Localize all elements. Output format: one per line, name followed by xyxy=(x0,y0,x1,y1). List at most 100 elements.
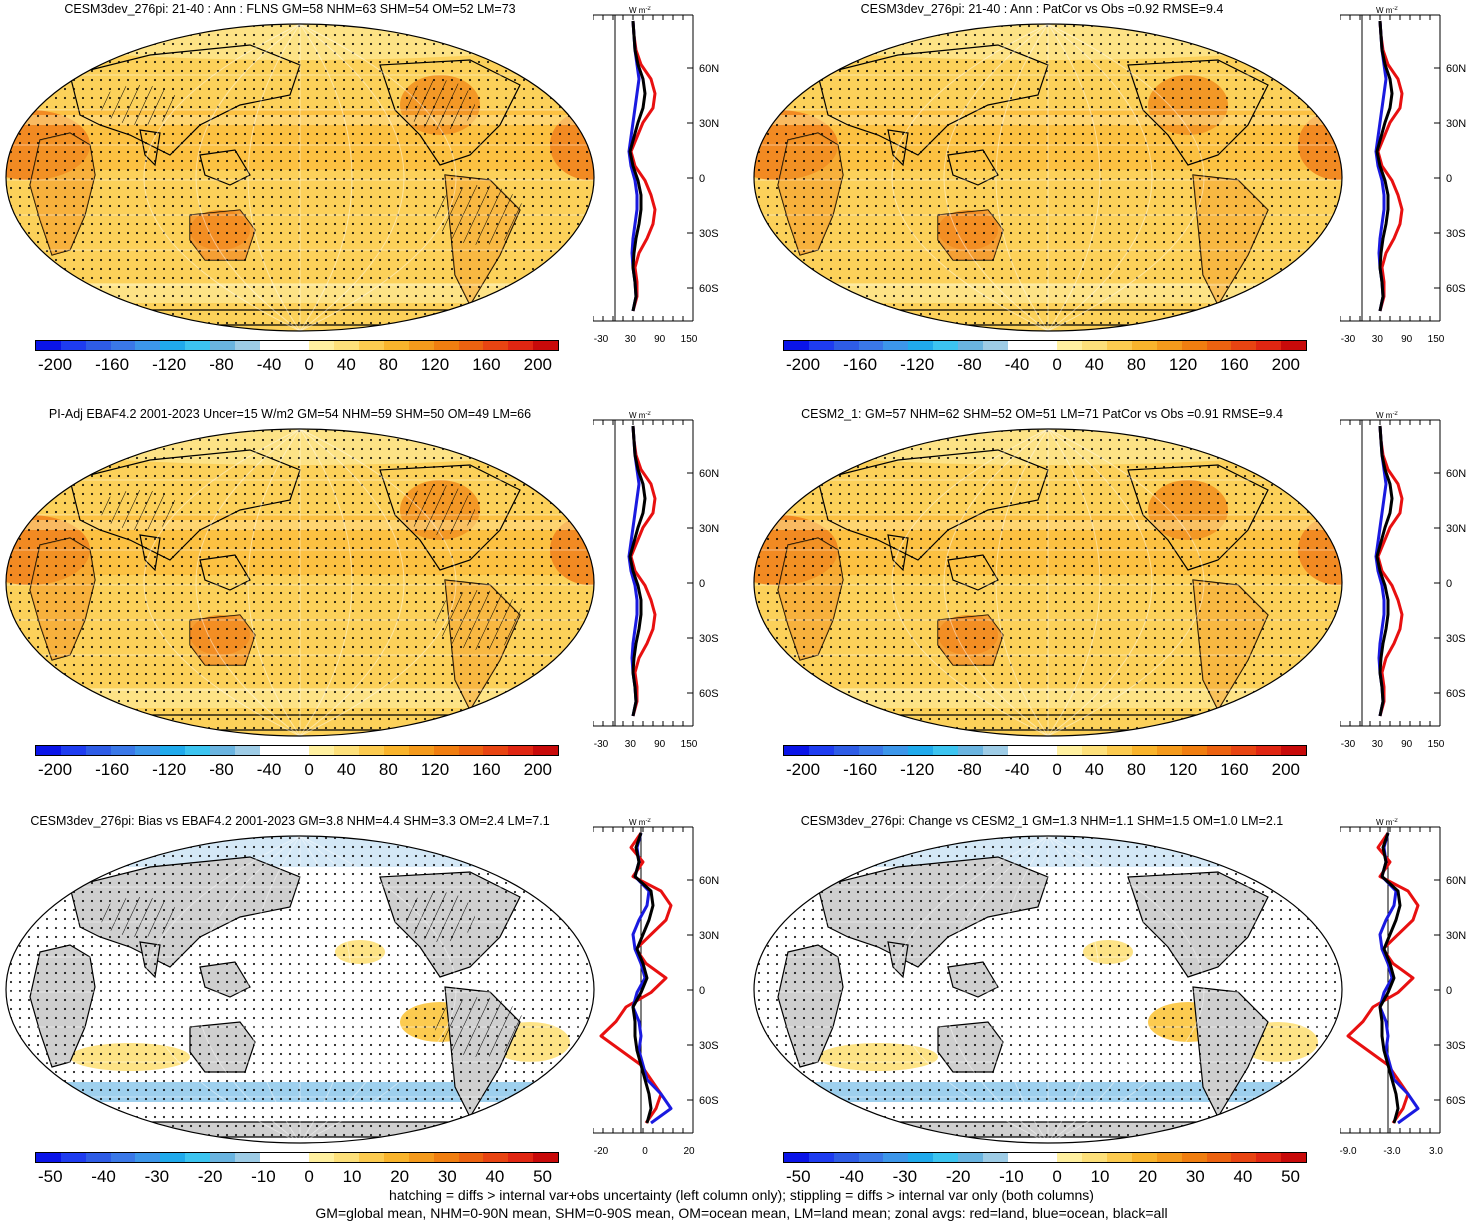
zonal-lat-label: 60S xyxy=(1446,283,1466,295)
zonal-lat-label: 30S xyxy=(1446,228,1466,240)
colorbar-label: -80 xyxy=(209,760,234,779)
colorbar-swatch xyxy=(958,1153,983,1162)
colorbar-swatch xyxy=(1206,746,1232,755)
zonal-tick-label: -9.0 xyxy=(1340,1146,1357,1157)
colorbar-label: 0 xyxy=(304,355,314,374)
colorbar-swatch xyxy=(384,341,409,350)
colorbar-swatch xyxy=(883,1153,909,1162)
colorbar-swatch xyxy=(1281,341,1307,350)
zonal-lat-label: 30S xyxy=(1446,633,1466,645)
zonal-lat-label: 30N xyxy=(1446,118,1466,130)
colorbar-label: 40 xyxy=(336,355,356,374)
colorbar-swatch xyxy=(1206,1153,1232,1162)
colorbar-label: 120 xyxy=(420,760,450,779)
colorbar-swatch xyxy=(1082,1153,1108,1162)
colorbar-swatch xyxy=(135,746,161,755)
colorbar-swatch xyxy=(483,1153,509,1162)
colorbar-label: 50 xyxy=(1281,1167,1300,1186)
colorbar-label: 120 xyxy=(1168,355,1198,374)
zonal-lat-label: 60N xyxy=(699,468,719,480)
zonal-tick-label: -30 xyxy=(1341,334,1356,345)
colorbar-swatch xyxy=(1156,746,1182,755)
colorbar-label: -30 xyxy=(892,1167,918,1186)
colorbar-label: 10 xyxy=(1090,1167,1110,1186)
colorbar-label: 200 xyxy=(523,355,552,374)
colorbar-swatch xyxy=(234,341,260,350)
zonal-lat-label: 60S xyxy=(1446,688,1466,700)
footer-hatching-note: hatching = diffs > internal var+obs unce… xyxy=(389,1187,1094,1203)
colorbar-swatch xyxy=(160,746,186,755)
colorbar-swatch xyxy=(60,1153,86,1162)
colorbar xyxy=(35,340,559,351)
colorbar xyxy=(783,340,1307,351)
colorbar-label: 200 xyxy=(1271,355,1300,374)
colorbar-swatch xyxy=(135,1153,161,1162)
colorbar-label: -80 xyxy=(957,760,982,779)
zonal-tick-label: 0 xyxy=(642,1146,648,1157)
colorbar-swatch xyxy=(60,746,86,755)
colorbar-swatch xyxy=(234,746,260,755)
colorbar-swatch xyxy=(1007,341,1033,350)
colorbar-label: 80 xyxy=(1126,760,1146,779)
zonal-lat-label: 30N xyxy=(1446,523,1466,535)
zonal-average-plot: 60N 30N 0 30S 60S W m-2 -9.0 -3.0 3.0 xyxy=(1340,818,1466,1157)
colorbar-swatch xyxy=(908,746,934,755)
zonal-average-plot: 60N 30N 0 30S 60S W m-2 -30 30 90 150 xyxy=(593,411,719,750)
colorbar-label: -40 xyxy=(1004,355,1030,374)
colorbar-label: 20 xyxy=(390,1167,410,1186)
colorbar-swatch xyxy=(309,746,335,755)
colorbar-swatch xyxy=(933,746,959,755)
robinson-map xyxy=(5,428,595,737)
colorbar-swatch xyxy=(958,341,983,350)
colorbar-label: 0 xyxy=(304,1167,314,1186)
colorbar-swatch xyxy=(1256,1153,1282,1162)
colorbar-label: -20 xyxy=(197,1167,223,1186)
panel-title: CESM3dev_276pi: Bias vs EBAF4.2 2001-202… xyxy=(30,814,550,828)
zonal-average-plot: 60N 30N 0 30S 60S W m-2 -30 30 90 150 xyxy=(593,6,719,345)
colorbar-swatch xyxy=(1231,1153,1257,1162)
zonal-lat-label: 0 xyxy=(699,578,705,590)
colorbar-swatch xyxy=(808,746,834,755)
colorbar-label: 160 xyxy=(1220,355,1249,374)
colorbar-label: -10 xyxy=(999,1167,1024,1186)
colorbar-swatch xyxy=(483,746,509,755)
colorbar-swatch xyxy=(384,1153,409,1162)
colorbar-label: 30 xyxy=(1185,1167,1205,1186)
colorbar-swatch xyxy=(210,1153,235,1162)
colorbar-labels: -50 -40 -30 -20 -10 0 10 20 30 40 50 xyxy=(38,1167,552,1187)
colorbar-label: -50 xyxy=(38,1167,63,1186)
colorbar-swatch xyxy=(808,341,834,350)
colorbar-label: 80 xyxy=(1126,355,1146,374)
colorbar-swatch xyxy=(508,746,534,755)
colorbar-swatch xyxy=(1107,746,1133,755)
colorbar-swatch xyxy=(784,1153,809,1162)
colorbar-swatch xyxy=(933,341,959,350)
colorbar-swatch xyxy=(1231,746,1257,755)
zonal-average-plot: 60N 30N 0 30S 60S W m-2 -30 30 90 150 xyxy=(1340,411,1466,750)
colorbar-swatch xyxy=(433,1153,459,1162)
colorbar-swatch xyxy=(1032,1153,1058,1162)
colorbar-swatch xyxy=(60,341,86,350)
colorbar-label: 40 xyxy=(1233,1167,1253,1186)
colorbar-swatch xyxy=(808,1153,834,1162)
colorbar-swatch xyxy=(982,1153,1008,1162)
colorbar-label: 160 xyxy=(472,760,501,779)
colorbar xyxy=(35,1152,559,1163)
colorbar-swatch xyxy=(234,1153,260,1162)
zonal-lat-label: 0 xyxy=(1446,985,1452,997)
zonal-lat-label: 30N xyxy=(699,523,719,535)
colorbar-swatch xyxy=(1181,1153,1207,1162)
zonal-tick-label: 30 xyxy=(1372,739,1384,750)
colorbar-swatch xyxy=(359,746,385,755)
panel-title: CESM3dev_276pi: 21-40 : Ann : FLNS GM=58… xyxy=(64,2,516,16)
zonal-unit: W m-2 xyxy=(1376,411,1398,420)
colorbar-label: 40 xyxy=(1084,355,1104,374)
colorbar-swatch xyxy=(185,746,211,755)
zonal-tick-label: 30 xyxy=(1372,334,1384,345)
colorbar-swatch xyxy=(36,341,61,350)
colorbar-swatch xyxy=(533,341,559,350)
colorbar-label: -120 xyxy=(152,355,187,374)
colorbar-swatch xyxy=(1007,1153,1033,1162)
colorbar-swatch xyxy=(160,1153,186,1162)
zonal-tick-label: 3.0 xyxy=(1429,1146,1443,1157)
